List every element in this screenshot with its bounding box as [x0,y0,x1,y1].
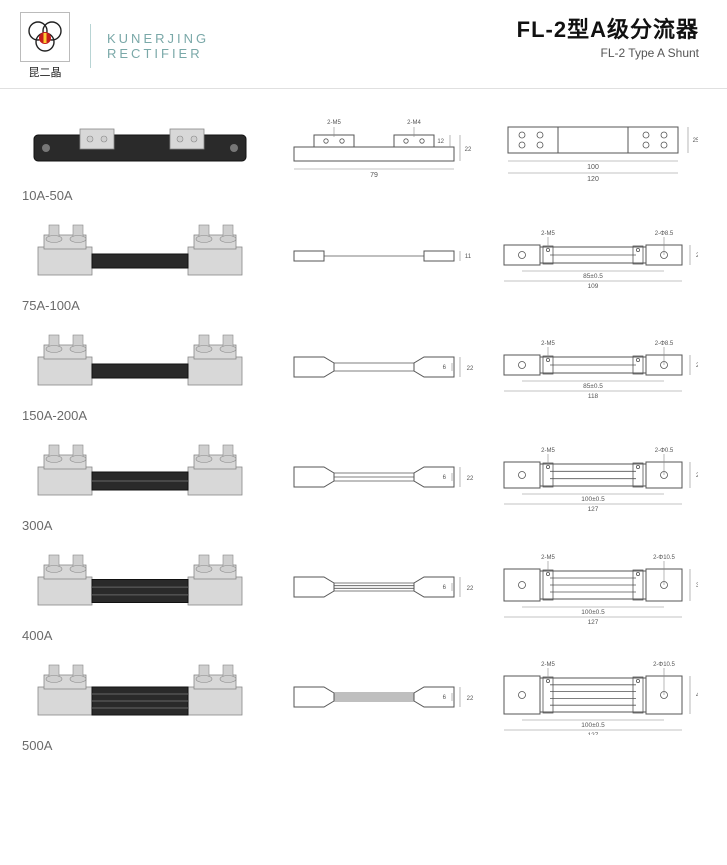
svg-text:100±0.5: 100±0.5 [581,722,605,729]
side-diagram: 22 6 [274,657,474,732]
svg-text:127: 127 [588,506,599,513]
svg-text:25: 25 [693,138,698,144]
svg-text:100: 100 [587,164,599,171]
svg-text:22: 22 [467,696,474,702]
logo-box: 昆二晶 KUNERJING RECTIFIER [20,12,209,80]
svg-text:22: 22 [696,363,698,369]
svg-text:2-Φ10.5: 2-Φ10.5 [653,662,675,668]
side-diagram: 11 [274,217,474,292]
svg-text:85±0.5: 85±0.5 [583,383,603,390]
product-label: 150A-200A [22,408,707,423]
product-photo [20,657,260,732]
product-label: 10A-50A [22,188,707,203]
product-label: 500A [22,738,707,753]
plan-diagram: 2-M5 2-Φ8.5 85±0.5 109 23 [488,217,698,292]
side-diagram: 22 6 [274,327,474,402]
product-photo [20,547,260,622]
logo-icon [20,12,70,62]
svg-text:23: 23 [696,253,698,259]
product-row: 22 6 2-M5 2-Φ8.5 85±0.5 118 22 [20,327,707,402]
product-photo [20,437,260,512]
product-label: 400A [22,628,707,643]
svg-text:12: 12 [437,139,444,145]
svg-text:22: 22 [465,147,472,153]
product-row: 2-M5 2-M4 22 12 79 100 120 25 [20,107,707,182]
side-diagram: 22 6 [274,547,474,622]
title-cn: FL-2型A级分流器 [517,12,699,44]
product-row: 11 2-M5 2-Φ8.5 85±0.5 109 23 [20,217,707,292]
svg-text:85±0.5: 85±0.5 [583,273,603,280]
logo-wrap: 昆二晶 [20,12,70,80]
svg-text:120: 120 [587,176,599,183]
product-photo [20,327,260,402]
svg-text:100±0.5: 100±0.5 [581,496,605,503]
svg-text:2-M5: 2-M5 [541,231,555,237]
svg-text:127: 127 [588,619,599,625]
product-photo [20,107,260,182]
svg-text:127: 127 [588,732,599,735]
side-diagram: 22 6 [274,437,474,512]
product-label: 300A [22,518,707,533]
divider [90,24,91,68]
content: 2-M5 2-M4 22 12 79 100 120 25 10A-50A 11 2-M5 2-Φ8.… [0,89,727,777]
svg-text:26: 26 [696,473,698,479]
header: 昆二晶 KUNERJING RECTIFIER FL-2型A级分流器 FL-2 … [0,0,727,89]
svg-text:2-M5: 2-M5 [541,341,555,347]
svg-text:79: 79 [370,172,378,179]
svg-text:6: 6 [443,475,447,481]
logo-cn-text: 昆二晶 [20,64,70,80]
brand-line1: KUNERJING [107,31,209,46]
svg-text:2-M4: 2-M4 [407,120,421,126]
product-label: 75A-100A [22,298,707,313]
product-row: 22 6 2-M5 2-Φ10.5 100±0.5 127 36 [20,547,707,622]
svg-text:36: 36 [696,583,698,589]
svg-text:118: 118 [588,393,599,400]
svg-text:46: 46 [696,693,698,699]
svg-text:6: 6 [443,365,447,371]
svg-text:2-M5: 2-M5 [327,120,341,126]
plan-diagram: 2-M5 2-Φ0.5 100±0.5 127 26 [488,437,698,512]
svg-text:22: 22 [467,586,474,592]
svg-text:2-M5: 2-M5 [541,662,555,668]
title-en: FL-2 Type A Shunt [517,46,699,60]
product-photo [20,217,260,292]
plan-diagram: 100 120 25 [488,107,698,182]
plan-diagram: 2-M5 2-Φ10.5 100±0.5 127 36 [488,547,698,622]
svg-text:2-Φ0.5: 2-Φ0.5 [655,448,674,454]
svg-text:2-Φ10.5: 2-Φ10.5 [653,555,675,561]
svg-text:6: 6 [443,695,447,701]
brand: KUNERJING RECTIFIER [107,31,209,61]
svg-text:2-M5: 2-M5 [541,555,555,561]
svg-text:22: 22 [467,476,474,482]
svg-text:11: 11 [465,254,472,260]
svg-text:2-M5: 2-M5 [541,448,555,454]
svg-text:2-Φ8.5: 2-Φ8.5 [655,341,674,347]
svg-text:109: 109 [588,283,599,290]
product-row: 22 6 2-M5 2-Φ0.5 100±0.5 127 26 [20,437,707,512]
product-row: 22 6 2-M5 2-Φ10.5 100±0.5 127 46 [20,657,707,732]
brand-line2: RECTIFIER [107,46,209,61]
side-diagram: 2-M5 2-M4 22 12 79 [274,107,474,182]
title-box: FL-2型A级分流器 FL-2 Type A Shunt [517,12,707,60]
svg-text:2-Φ8.5: 2-Φ8.5 [655,231,674,237]
plan-diagram: 2-M5 2-Φ10.5 100±0.5 127 46 [488,657,698,732]
svg-text:22: 22 [467,366,474,372]
plan-diagram: 2-M5 2-Φ8.5 85±0.5 118 22 [488,327,698,402]
svg-text:100±0.5: 100±0.5 [581,609,605,616]
svg-text:6: 6 [443,585,447,591]
